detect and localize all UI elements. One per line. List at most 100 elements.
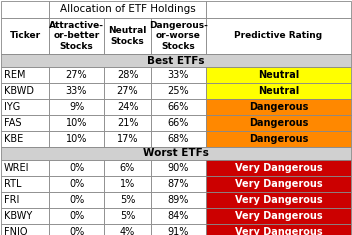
Bar [206,224,351,235]
Text: 25%: 25% [168,86,189,96]
Bar [49,99,104,115]
Text: REM: REM [4,70,25,80]
Bar [49,176,104,192]
Bar [1,224,49,235]
Text: 89%: 89% [168,195,189,205]
Text: 6%: 6% [120,163,135,173]
Text: 68%: 68% [168,134,189,144]
Text: Very Dangerous: Very Dangerous [235,211,322,221]
Text: Very Dangerous: Very Dangerous [235,227,322,235]
Text: KBE: KBE [4,134,23,144]
Text: Predictive Rating: Predictive Rating [234,31,322,40]
Bar [49,131,104,147]
Bar [104,83,151,99]
Bar [1,208,49,224]
Text: 27%: 27% [117,86,138,96]
Text: Allocation of ETF Holdings: Allocation of ETF Holdings [59,4,195,15]
Bar [49,18,104,54]
Bar [49,1,206,18]
Text: 87%: 87% [168,179,189,189]
Bar [151,83,206,99]
Bar [104,176,151,192]
Text: 28%: 28% [117,70,138,80]
Bar [151,99,206,115]
Text: 4%: 4% [120,227,135,235]
Bar [104,115,151,131]
Text: Best ETFs: Best ETFs [147,55,205,66]
Text: 0%: 0% [69,179,84,189]
Bar [1,147,351,160]
Text: Dangerous: Dangerous [249,102,308,112]
Text: 0%: 0% [69,163,84,173]
Bar [1,83,49,99]
Bar [206,1,351,18]
Text: 84%: 84% [168,211,189,221]
Bar [206,67,351,83]
Text: 33%: 33% [168,70,189,80]
Text: Dangerous: Dangerous [249,134,308,144]
Text: 0%: 0% [69,195,84,205]
Text: 33%: 33% [66,86,87,96]
Bar [104,67,151,83]
Bar [1,54,351,67]
Text: Attractive-
or-better
Stocks: Attractive- or-better Stocks [49,21,104,51]
Text: Very Dangerous: Very Dangerous [235,195,322,205]
Text: FNIO: FNIO [4,227,27,235]
Bar [104,192,151,208]
Bar [104,208,151,224]
Bar [1,176,49,192]
Bar [151,131,206,147]
Text: 5%: 5% [120,195,135,205]
Bar [206,131,351,147]
Bar [49,83,104,99]
Text: Worst ETFs: Worst ETFs [143,149,209,158]
Text: 9%: 9% [69,102,84,112]
Bar [206,208,351,224]
Bar [1,18,49,54]
Bar [1,1,49,18]
Text: Dangerous-
or-worse
Stocks: Dangerous- or-worse Stocks [149,21,208,51]
Text: 91%: 91% [168,227,189,235]
Text: Dangerous: Dangerous [249,118,308,128]
Text: Neutral: Neutral [258,86,299,96]
Bar [49,208,104,224]
Bar [151,67,206,83]
Text: 66%: 66% [168,102,189,112]
Text: Neutral: Neutral [258,70,299,80]
Text: KBWD: KBWD [4,86,34,96]
Bar [206,192,351,208]
Text: RTL: RTL [4,179,21,189]
Bar [104,18,151,54]
Bar [1,115,49,131]
Text: FAS: FAS [4,118,21,128]
Bar [1,131,49,147]
Text: 10%: 10% [66,118,87,128]
Text: 21%: 21% [117,118,138,128]
Bar [1,99,49,115]
Bar [206,115,351,131]
Bar [1,160,49,176]
Bar [151,224,206,235]
Bar [49,160,104,176]
Bar [1,67,49,83]
Text: 24%: 24% [117,102,138,112]
Bar [206,160,351,176]
Bar [151,192,206,208]
Text: 27%: 27% [66,70,87,80]
Bar [49,67,104,83]
Bar [104,160,151,176]
Text: Ticker: Ticker [10,31,40,40]
Bar [49,224,104,235]
Text: 0%: 0% [69,211,84,221]
Bar [151,176,206,192]
Text: 10%: 10% [66,134,87,144]
Text: 5%: 5% [120,211,135,221]
Bar [206,176,351,192]
Text: 1%: 1% [120,179,135,189]
Bar [206,83,351,99]
Text: Very Dangerous: Very Dangerous [235,179,322,189]
Bar [151,115,206,131]
Text: WREI: WREI [4,163,30,173]
Text: 90%: 90% [168,163,189,173]
Bar [49,115,104,131]
